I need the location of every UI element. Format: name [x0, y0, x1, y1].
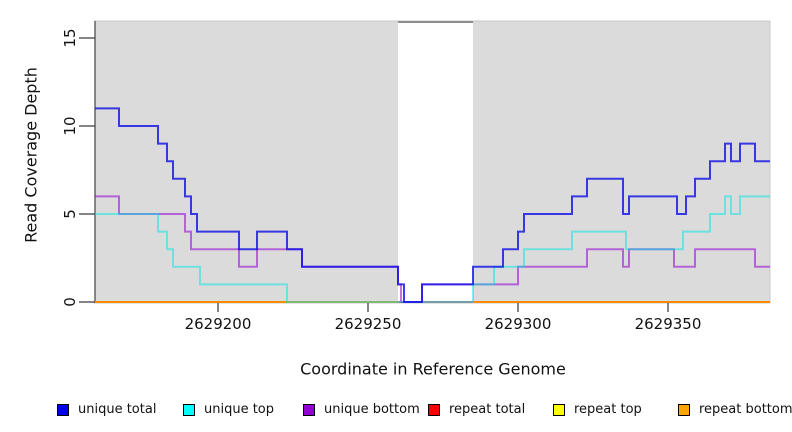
y-tick-label: 5	[61, 209, 79, 219]
legend-swatch-unique-total	[57, 404, 69, 416]
series-line-unique-top	[95, 195, 770, 303]
legend-item-unique-top: unique top	[183, 403, 274, 417]
series-line-unique-total	[95, 107, 770, 303]
legend-item-repeat-bottom: repeat bottom	[678, 403, 792, 417]
legend-item-unique-bottom: unique bottom	[303, 403, 420, 417]
x-axis-title: Coordinate in Reference Genome	[300, 359, 566, 379]
legend-swatch-repeat-total	[428, 404, 440, 416]
y-axis-title: Read Coverage Depth	[21, 67, 41, 243]
legend-label: repeat top	[574, 402, 642, 417]
legend-label: unique top	[204, 402, 275, 417]
legend-item-repeat-top: repeat top	[553, 403, 642, 417]
legend-label: repeat total	[449, 402, 526, 417]
legend-swatch-repeat-top	[553, 404, 565, 416]
legend-swatch-unique-top	[183, 404, 195, 416]
y-tick-label: 15	[61, 28, 79, 48]
x-tick-label: 2629350	[634, 315, 702, 333]
legend-label: repeat bottom	[699, 402, 792, 417]
legend-label: unique bottom	[324, 402, 420, 417]
x-tick-label: 2629250	[334, 315, 402, 333]
x-tick-label: 2629300	[484, 315, 552, 333]
x-tick-label: 2629200	[184, 315, 252, 333]
y-tick-label: 0	[61, 297, 79, 307]
legend-swatch-unique-bottom	[303, 404, 315, 416]
masked-region	[398, 21, 473, 303]
legend-item-unique-total: unique total	[57, 403, 156, 417]
y-tick-label: 10	[61, 116, 79, 136]
legend-item-repeat-total: repeat total	[428, 403, 525, 417]
legend-swatch-repeat-bottom	[678, 404, 690, 416]
legend-label: unique total	[78, 402, 157, 417]
